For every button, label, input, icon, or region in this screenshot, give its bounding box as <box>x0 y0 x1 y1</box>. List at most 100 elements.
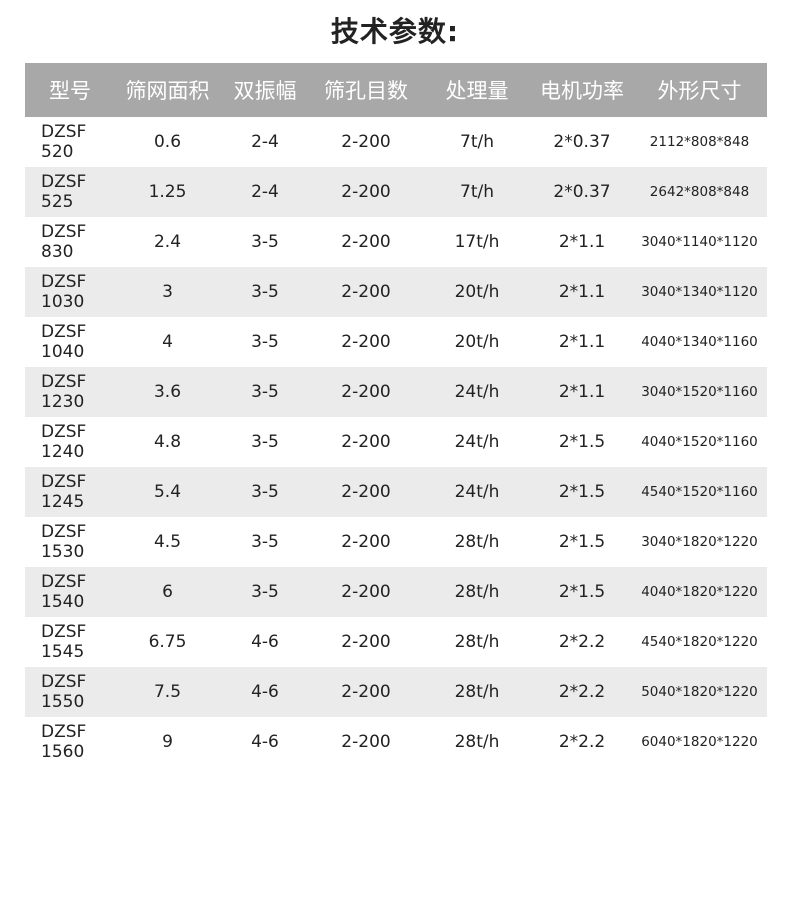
amplitude-cell: 4-6 <box>251 732 279 752</box>
motor-power-cell: 2*1.1 <box>558 382 606 402</box>
table-body: DZSF 520 0.6 2-4 2-200 7t/h 2*0.37 2112*808*848… <box>25 117 767 767</box>
capacity-cell: 20t/h <box>454 282 500 302</box>
amplitude-cell: 3-5 <box>251 332 279 352</box>
mesh-cell: 2-200 <box>341 632 391 652</box>
mesh-cell: 2-200 <box>341 232 391 252</box>
mesh-cell: 2-200 <box>341 282 391 302</box>
column-header: 筛网面积 <box>125 79 210 103</box>
model-cell: DZSF 830 <box>41 222 87 262</box>
screen-area-cell: 4.5 <box>153 532 182 552</box>
amplitude-cell: 3-5 <box>251 232 279 252</box>
screen-area-cell: 4 <box>162 332 173 352</box>
screen-area-cell: 6 <box>162 582 173 602</box>
screen-area-cell: 9 <box>162 732 173 752</box>
amplitude-cell: 3-5 <box>251 432 279 452</box>
motor-power-cell: 2*1.1 <box>558 232 606 252</box>
capacity-cell: 7t/h <box>460 132 494 152</box>
column-header: 双振幅 <box>233 79 297 103</box>
capacity-cell: 24t/h <box>454 382 500 402</box>
capacity-cell: 28t/h <box>454 732 500 752</box>
screen-area-cell: 5.4 <box>153 482 182 502</box>
mesh-cell: 2-200 <box>341 682 391 702</box>
dimensions-cell: 3040*1820*1220 <box>641 534 758 550</box>
table-row: DZSF 525 1.25 2-4 2-200 7t/h 2*0.37 2642*808*84… <box>25 167 767 217</box>
mesh-cell: 2-200 <box>341 732 391 752</box>
table-row: DZSF 1550 7.5 4-6 2-200 28t/h 2*2.2 5040*1820*1… <box>25 667 767 717</box>
amplitude-cell: 2-4 <box>251 182 279 202</box>
spec-table: 型号 筛网面积 双振幅 筛孔目数 处理量 电机功率 外形尺寸 DZSF 520 0.6 2-4 2-… <box>25 63 767 767</box>
mesh-cell: 2-200 <box>341 582 391 602</box>
dimensions-cell: 4040*1340*1160 <box>641 334 758 350</box>
screen-area-cell: 3.6 <box>153 382 182 402</box>
table-row: DZSF 1560 9 4-6 2-200 28t/h 2*2.2 6040*1820*122… <box>25 717 767 767</box>
column-header: 处理量 <box>445 79 509 103</box>
table-row: DZSF 1245 5.4 3-5 2-200 24t/h 2*1.5 4540*1520*1… <box>25 467 767 517</box>
mesh-cell: 2-200 <box>341 432 391 452</box>
mesh-cell: 2-200 <box>341 482 391 502</box>
model-cell: DZSF 1040 <box>41 322 87 362</box>
amplitude-cell: 3-5 <box>251 532 279 552</box>
motor-power-cell: 2*1.5 <box>558 532 606 552</box>
screen-area-cell: 4.8 <box>153 432 182 452</box>
model-cell: DZSF 520 <box>41 122 87 162</box>
motor-power-cell: 2*1.5 <box>558 582 606 602</box>
table-row: DZSF 1530 4.5 3-5 2-200 28t/h 2*1.5 3040*1820*1… <box>25 517 767 567</box>
motor-power-cell: 2*0.37 <box>553 182 611 202</box>
column-header: 电机功率 <box>540 79 624 103</box>
table-row: DZSF 830 2.4 3-5 2-200 17t/h 2*1.1 3040*1140*11… <box>25 217 767 267</box>
dimensions-cell: 5040*1820*1220 <box>641 684 758 700</box>
mesh-cell: 2-200 <box>341 132 391 152</box>
dimensions-cell: 6040*1820*1220 <box>641 734 758 750</box>
model-cell: DZSF 1560 <box>41 722 87 762</box>
motor-power-cell: 2*1.5 <box>558 482 606 502</box>
motor-power-cell: 2*2.2 <box>558 682 606 702</box>
capacity-cell: 28t/h <box>454 682 500 702</box>
table-row: DZSF 1230 3.6 3-5 2-200 24t/h 2*1.1 3040*1520*1… <box>25 367 767 417</box>
capacity-cell: 17t/h <box>454 232 500 252</box>
motor-power-cell: 2*1.5 <box>558 432 606 452</box>
dimensions-cell: 4540*1520*1160 <box>641 484 758 500</box>
capacity-cell: 7t/h <box>460 182 494 202</box>
mesh-cell: 2-200 <box>341 382 391 402</box>
table-row: DZSF 1540 6 3-5 2-200 28t/h 2*1.5 4040*1820*122… <box>25 567 767 617</box>
model-cell: DZSF 1550 <box>41 672 87 712</box>
screen-area-cell: 2.4 <box>153 232 182 252</box>
mesh-cell: 2-200 <box>341 332 391 352</box>
dimensions-cell: 3040*1520*1160 <box>641 384 758 400</box>
mesh-cell: 2-200 <box>341 532 391 552</box>
model-cell: DZSF 525 <box>41 172 87 212</box>
table-row: DZSF 520 0.6 2-4 2-200 7t/h 2*0.37 2112*808*848 <box>25 117 767 167</box>
dimensions-cell: 4040*1520*1160 <box>641 434 758 450</box>
column-header: 外形尺寸 <box>657 79 742 103</box>
amplitude-cell: 4-6 <box>251 632 279 652</box>
capacity-cell: 24t/h <box>454 432 500 452</box>
capacity-cell: 28t/h <box>454 632 500 652</box>
dimensions-cell: 3040*1140*1120 <box>641 234 758 250</box>
screen-area-cell: 7.5 <box>153 682 182 702</box>
amplitude-cell: 2-4 <box>251 132 279 152</box>
model-cell: DZSF 1240 <box>41 422 87 462</box>
dimensions-cell: 3040*1340*1120 <box>641 284 758 300</box>
amplitude-cell: 3-5 <box>251 582 279 602</box>
table-row: DZSF 1040 4 3-5 2-200 20t/h 2*1.1 4040*1340*116… <box>25 317 767 367</box>
model-cell: DZSF 1030 <box>41 272 87 312</box>
capacity-cell: 28t/h <box>454 582 500 602</box>
amplitude-cell: 4-6 <box>251 682 279 702</box>
model-cell: DZSF 1530 <box>41 522 87 562</box>
table-row: DZSF 1545 6.75 4-6 2-200 28t/h 2*2.2 4540*1820*… <box>25 617 767 667</box>
screen-area-cell: 1.25 <box>148 182 187 202</box>
amplitude-cell: 3-5 <box>251 282 279 302</box>
table-row: DZSF 1240 4.8 3-5 2-200 24t/h 2*1.5 4040*1520*1… <box>25 417 767 467</box>
capacity-cell: 20t/h <box>454 332 500 352</box>
motor-power-cell: 2*1.1 <box>558 332 606 352</box>
dimensions-cell: 2112*808*848 <box>649 134 750 150</box>
column-header: 筛孔目数 <box>324 79 408 103</box>
dimensions-cell: 2642*808*848 <box>649 184 750 200</box>
dimensions-cell: 4040*1820*1220 <box>641 584 758 600</box>
motor-power-cell: 2*2.2 <box>558 732 606 752</box>
model-cell: DZSF 1545 <box>41 622 87 662</box>
amplitude-cell: 3-5 <box>251 382 279 402</box>
amplitude-cell: 3-5 <box>251 482 279 502</box>
column-header: 型号 <box>49 79 91 103</box>
model-cell: DZSF 1540 <box>41 572 87 612</box>
